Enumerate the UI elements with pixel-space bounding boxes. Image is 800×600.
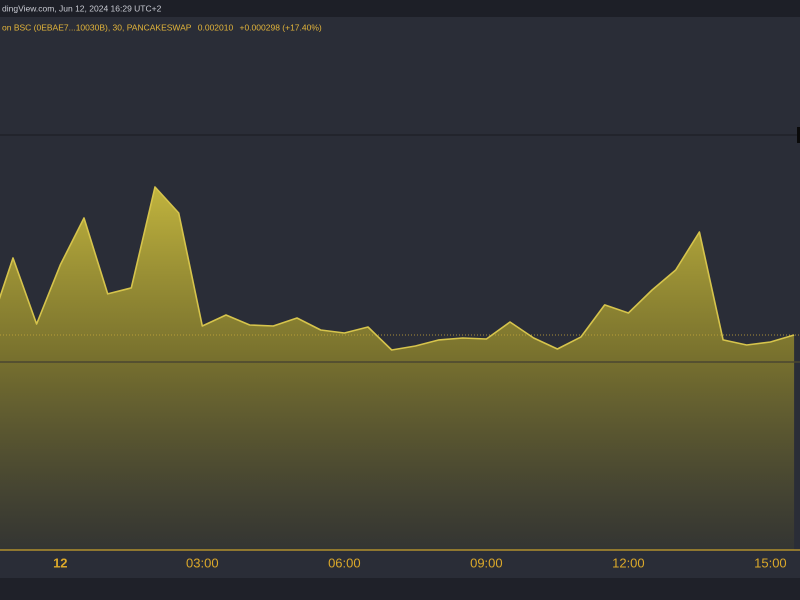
legend: on BSC (0EBAE7...10030B), 30, PANCAKESWA… [2, 22, 322, 32]
x-tick-label: 12:00 [612, 555, 645, 570]
x-tick-label: 15:00 [754, 555, 787, 570]
symbol: on BSC (0EBAE7...10030B), 30, PANCAKESWA… [2, 22, 192, 32]
area-fill [0, 187, 795, 550]
right-marker [797, 127, 800, 143]
x-tick-label: 12 [53, 555, 67, 570]
x-tick-label: 03:00 [186, 555, 219, 570]
bottom-bar [0, 578, 800, 600]
top-bar [0, 0, 800, 17]
x-tick-label: 09:00 [470, 555, 503, 570]
price-line-series [0, 186, 795, 351]
x-tick-label: 06:00 [328, 555, 361, 570]
change: +0.000298 (+17.40%) [240, 22, 322, 32]
last-price: 0.002010 [198, 22, 234, 32]
header-text: dingView.com, Jun 12, 2024 16:29 UTC+2 [2, 3, 162, 13]
